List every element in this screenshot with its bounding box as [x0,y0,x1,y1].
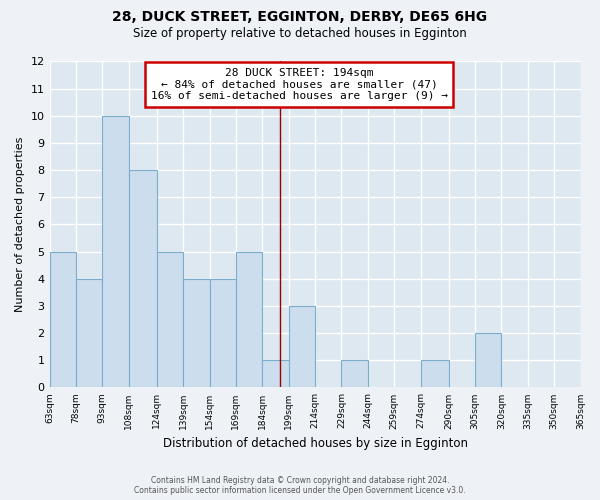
Bar [236,252,262,388]
X-axis label: Distribution of detached houses by size in Egginton: Distribution of detached houses by size … [163,437,467,450]
Bar [183,279,209,388]
Text: Contains HM Land Registry data © Crown copyright and database right 2024.
Contai: Contains HM Land Registry data © Crown c… [134,476,466,495]
Bar [262,360,289,388]
Bar [341,360,368,388]
Text: 28 DUCK STREET: 194sqm
← 84% of detached houses are smaller (47)
16% of semi-det: 28 DUCK STREET: 194sqm ← 84% of detached… [151,68,448,101]
Bar [475,333,502,388]
Bar [76,279,102,388]
Text: 28, DUCK STREET, EGGINTON, DERBY, DE65 6HG: 28, DUCK STREET, EGGINTON, DERBY, DE65 6… [112,10,488,24]
Bar [209,279,236,388]
Bar [421,360,449,388]
Y-axis label: Number of detached properties: Number of detached properties [15,137,25,312]
Bar [50,252,76,388]
Bar [102,116,128,388]
Bar [289,306,315,388]
Text: Size of property relative to detached houses in Egginton: Size of property relative to detached ho… [133,28,467,40]
Bar [128,170,157,388]
Bar [157,252,183,388]
